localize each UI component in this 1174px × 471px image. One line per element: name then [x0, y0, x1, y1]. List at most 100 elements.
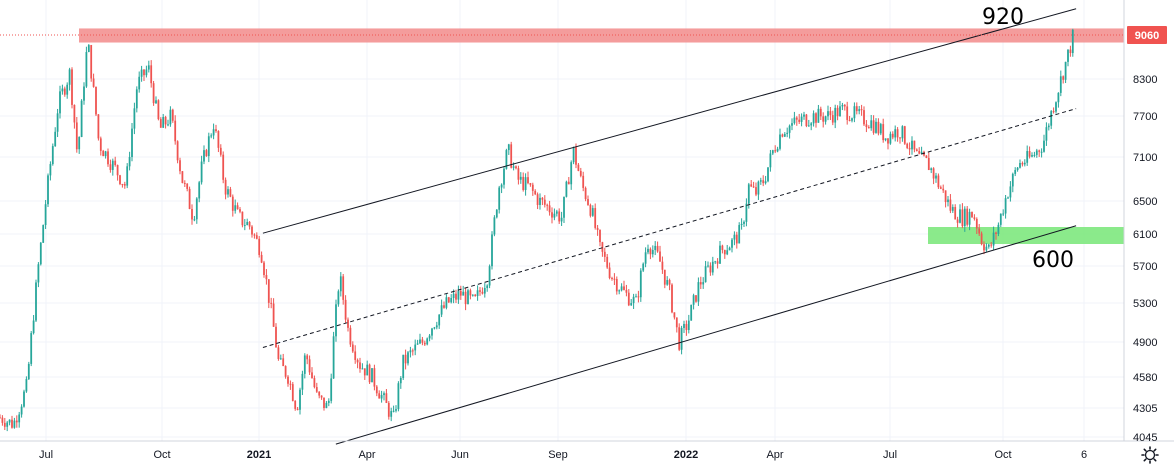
candle-body — [997, 224, 1000, 234]
channel-line-middle[interactable] — [262, 108, 1077, 348]
candle-body — [836, 107, 839, 117]
candle-body — [11, 419, 13, 428]
candle-body — [402, 354, 405, 379]
candle-body — [239, 209, 241, 212]
candle-body — [27, 363, 30, 380]
candle-body — [440, 305, 443, 315]
candle-body — [738, 225, 741, 244]
candle-body — [536, 194, 539, 205]
candle-body — [311, 372, 313, 379]
candle-body — [812, 113, 815, 124]
candle-body — [207, 136, 210, 157]
candle-body — [687, 320, 690, 331]
candle-body — [234, 205, 237, 211]
x-tick-label: 2021 — [247, 449, 271, 461]
candle-body — [795, 117, 798, 120]
candle-body — [320, 395, 323, 398]
channel-line-lower[interactable] — [335, 225, 1077, 445]
candle-body — [692, 295, 695, 305]
candle-body — [327, 400, 330, 403]
candle-body — [90, 45, 93, 79]
support-zone — [928, 227, 1124, 244]
candle-body — [791, 123, 793, 126]
candle-body — [781, 134, 784, 137]
candle-body — [174, 120, 177, 142]
price-axis[interactable]: 8300 7700 7100 6500 6100 5700 5300 4900 4580 4305… — [1133, 74, 1157, 444]
candle-body — [515, 166, 517, 169]
candle-body — [591, 208, 594, 216]
candle-body — [716, 261, 719, 264]
candle-body — [740, 223, 743, 226]
candle-body — [719, 245, 721, 264]
candle-body — [356, 359, 359, 363]
candle-body — [908, 147, 911, 150]
candle-body — [49, 164, 52, 176]
candle-body — [949, 199, 952, 211]
candle-body — [529, 183, 532, 185]
candle-body — [224, 179, 227, 195]
candle-body — [486, 285, 489, 289]
settings-gear-icon[interactable] — [1141, 446, 1159, 464]
candle-body — [253, 234, 256, 236]
candle-body — [32, 320, 35, 334]
candle-body — [555, 211, 558, 214]
candle-body — [666, 280, 669, 285]
candle-body — [822, 116, 825, 122]
candle-body — [75, 122, 78, 150]
candle-body — [707, 265, 709, 267]
candle-body — [1002, 213, 1005, 215]
candle-body — [769, 153, 772, 168]
time-axis[interactable]: Jul Oct 2021 Apr Jun Sep 2022 Apr Jul Oct 6 — [39, 449, 1087, 461]
candle-body — [1067, 49, 1069, 62]
candle-body — [800, 116, 803, 122]
candle-body — [438, 314, 441, 326]
candle-body — [807, 125, 810, 127]
candle-body — [531, 184, 534, 191]
candle-body — [330, 378, 333, 401]
candle-body — [452, 293, 455, 298]
candle-body — [263, 262, 265, 276]
candle-body — [767, 167, 769, 182]
candle-body — [231, 196, 234, 211]
candle-body — [939, 187, 942, 189]
candle-body — [524, 177, 527, 190]
candle-body — [1033, 154, 1036, 156]
candle-body — [476, 290, 479, 297]
candle-body — [181, 171, 184, 183]
candle-body — [764, 181, 767, 184]
candle-body — [407, 352, 409, 364]
candle-body — [99, 138, 102, 151]
candle-body — [387, 402, 390, 417]
candle-body — [1043, 140, 1045, 152]
candle-body — [294, 400, 297, 409]
candle-body — [891, 133, 894, 138]
candle-body — [680, 328, 683, 350]
candle-body — [961, 209, 964, 227]
candle-body — [937, 175, 940, 188]
candle-body — [282, 358, 285, 367]
candle-body — [973, 217, 976, 219]
candle-body — [793, 117, 796, 124]
candle-body — [335, 304, 337, 337]
candle-body — [752, 186, 755, 188]
candle-body — [35, 282, 37, 321]
candle-body — [901, 126, 904, 139]
candle-body — [968, 211, 971, 225]
candle-body — [915, 149, 918, 152]
candle-body — [846, 106, 849, 120]
channel-line-upper[interactable] — [262, 8, 1077, 234]
candle-body — [743, 221, 745, 224]
candle-body — [342, 276, 345, 300]
candle-body — [834, 107, 837, 123]
candle-body — [1045, 127, 1048, 141]
candle-body — [985, 246, 988, 251]
candle-body — [349, 327, 352, 345]
candle-body — [215, 129, 217, 132]
candle-body — [728, 247, 731, 251]
candle-body — [867, 127, 870, 129]
candle-body — [447, 297, 450, 303]
candle-body — [339, 276, 342, 292]
candle-body — [23, 391, 25, 407]
candle-body — [109, 164, 112, 170]
